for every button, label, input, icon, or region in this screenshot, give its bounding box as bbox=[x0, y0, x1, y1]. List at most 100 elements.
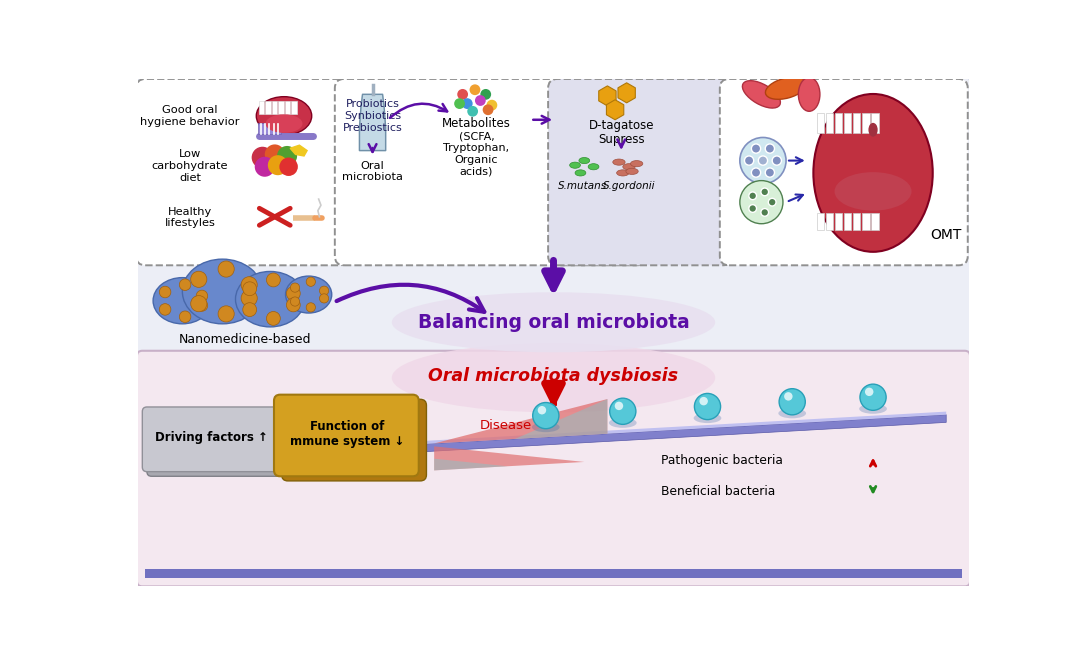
FancyBboxPatch shape bbox=[335, 79, 646, 265]
Circle shape bbox=[766, 144, 774, 153]
Ellipse shape bbox=[153, 278, 212, 324]
Text: Good oral
hygiene behavior: Good oral hygiene behavior bbox=[140, 105, 240, 127]
Circle shape bbox=[538, 406, 546, 415]
Circle shape bbox=[255, 157, 274, 177]
Ellipse shape bbox=[813, 94, 933, 252]
Circle shape bbox=[307, 277, 315, 286]
Circle shape bbox=[483, 105, 494, 115]
Text: Supress: Supress bbox=[598, 133, 645, 146]
Circle shape bbox=[160, 286, 171, 298]
FancyBboxPatch shape bbox=[816, 213, 824, 230]
Circle shape bbox=[468, 106, 478, 116]
Circle shape bbox=[241, 277, 257, 293]
Circle shape bbox=[218, 261, 234, 277]
Text: Disease: Disease bbox=[480, 419, 531, 432]
Circle shape bbox=[761, 188, 769, 196]
Circle shape bbox=[291, 283, 299, 292]
FancyBboxPatch shape bbox=[272, 101, 278, 114]
Circle shape bbox=[252, 147, 273, 168]
FancyBboxPatch shape bbox=[872, 113, 879, 133]
Text: Nanomedicine-based: Nanomedicine-based bbox=[179, 333, 312, 345]
Polygon shape bbox=[434, 399, 607, 443]
Circle shape bbox=[700, 397, 707, 405]
FancyBboxPatch shape bbox=[845, 213, 851, 230]
Ellipse shape bbox=[575, 170, 585, 176]
Ellipse shape bbox=[392, 292, 715, 352]
FancyBboxPatch shape bbox=[282, 399, 427, 481]
Circle shape bbox=[278, 146, 297, 166]
Ellipse shape bbox=[285, 276, 332, 313]
Circle shape bbox=[241, 290, 257, 306]
Ellipse shape bbox=[589, 164, 599, 170]
FancyBboxPatch shape bbox=[265, 101, 270, 114]
Circle shape bbox=[532, 403, 558, 429]
Ellipse shape bbox=[623, 164, 635, 170]
Circle shape bbox=[865, 388, 874, 396]
FancyBboxPatch shape bbox=[816, 113, 824, 133]
Polygon shape bbox=[515, 399, 607, 439]
Circle shape bbox=[179, 279, 191, 290]
Circle shape bbox=[243, 303, 257, 316]
Polygon shape bbox=[434, 459, 508, 470]
Circle shape bbox=[610, 398, 636, 424]
FancyBboxPatch shape bbox=[845, 113, 851, 133]
Text: Beneficial bacteria: Beneficial bacteria bbox=[661, 485, 775, 498]
Ellipse shape bbox=[532, 422, 559, 432]
Circle shape bbox=[268, 155, 288, 175]
Circle shape bbox=[267, 273, 281, 287]
Circle shape bbox=[191, 271, 207, 288]
Circle shape bbox=[772, 156, 782, 165]
Circle shape bbox=[748, 205, 756, 213]
Ellipse shape bbox=[569, 162, 580, 168]
Ellipse shape bbox=[612, 159, 625, 165]
FancyBboxPatch shape bbox=[862, 113, 869, 133]
Ellipse shape bbox=[742, 81, 781, 108]
Circle shape bbox=[752, 144, 760, 153]
Circle shape bbox=[462, 98, 473, 109]
FancyBboxPatch shape bbox=[137, 351, 970, 586]
FancyBboxPatch shape bbox=[872, 213, 879, 230]
Ellipse shape bbox=[235, 272, 305, 327]
FancyBboxPatch shape bbox=[835, 113, 842, 133]
Circle shape bbox=[740, 138, 786, 184]
Ellipse shape bbox=[868, 123, 878, 137]
Circle shape bbox=[243, 282, 257, 295]
Circle shape bbox=[486, 100, 497, 111]
Circle shape bbox=[455, 98, 465, 109]
Text: Oral microbiota dysbiosis: Oral microbiota dysbiosis bbox=[429, 367, 678, 385]
Circle shape bbox=[748, 192, 756, 199]
Circle shape bbox=[191, 295, 207, 312]
Circle shape bbox=[779, 389, 806, 415]
Text: Driving factors ↑: Driving factors ↑ bbox=[156, 431, 268, 444]
FancyBboxPatch shape bbox=[279, 101, 284, 114]
Circle shape bbox=[694, 393, 720, 420]
Ellipse shape bbox=[609, 418, 637, 428]
Ellipse shape bbox=[779, 409, 806, 418]
FancyBboxPatch shape bbox=[719, 79, 968, 265]
Circle shape bbox=[752, 168, 760, 177]
Text: Oral
microbiota: Oral microbiota bbox=[342, 161, 403, 182]
Text: Balancing oral microbiota: Balancing oral microbiota bbox=[418, 313, 689, 332]
Circle shape bbox=[267, 311, 281, 325]
FancyBboxPatch shape bbox=[147, 412, 285, 476]
Ellipse shape bbox=[183, 259, 262, 324]
Ellipse shape bbox=[392, 343, 715, 413]
Circle shape bbox=[758, 156, 768, 165]
Circle shape bbox=[280, 157, 298, 176]
Text: Metabolites: Metabolites bbox=[442, 118, 511, 130]
FancyBboxPatch shape bbox=[143, 407, 281, 472]
Circle shape bbox=[766, 168, 774, 177]
Ellipse shape bbox=[798, 78, 820, 111]
Circle shape bbox=[744, 156, 754, 165]
Text: S.mutans: S.mutans bbox=[558, 180, 607, 191]
Text: D-tagatose: D-tagatose bbox=[589, 119, 654, 132]
Circle shape bbox=[615, 401, 623, 410]
FancyBboxPatch shape bbox=[292, 101, 297, 114]
Circle shape bbox=[481, 89, 491, 100]
Circle shape bbox=[475, 95, 486, 106]
Circle shape bbox=[160, 303, 171, 315]
Text: (SCFA,
Tryptophan,
Organic
acids): (SCFA, Tryptophan, Organic acids) bbox=[444, 132, 510, 176]
Circle shape bbox=[768, 198, 777, 206]
Text: Function of
mmune system ↓: Function of mmune system ↓ bbox=[289, 420, 404, 448]
Text: Healthy
lifestyles: Healthy lifestyles bbox=[164, 207, 216, 228]
